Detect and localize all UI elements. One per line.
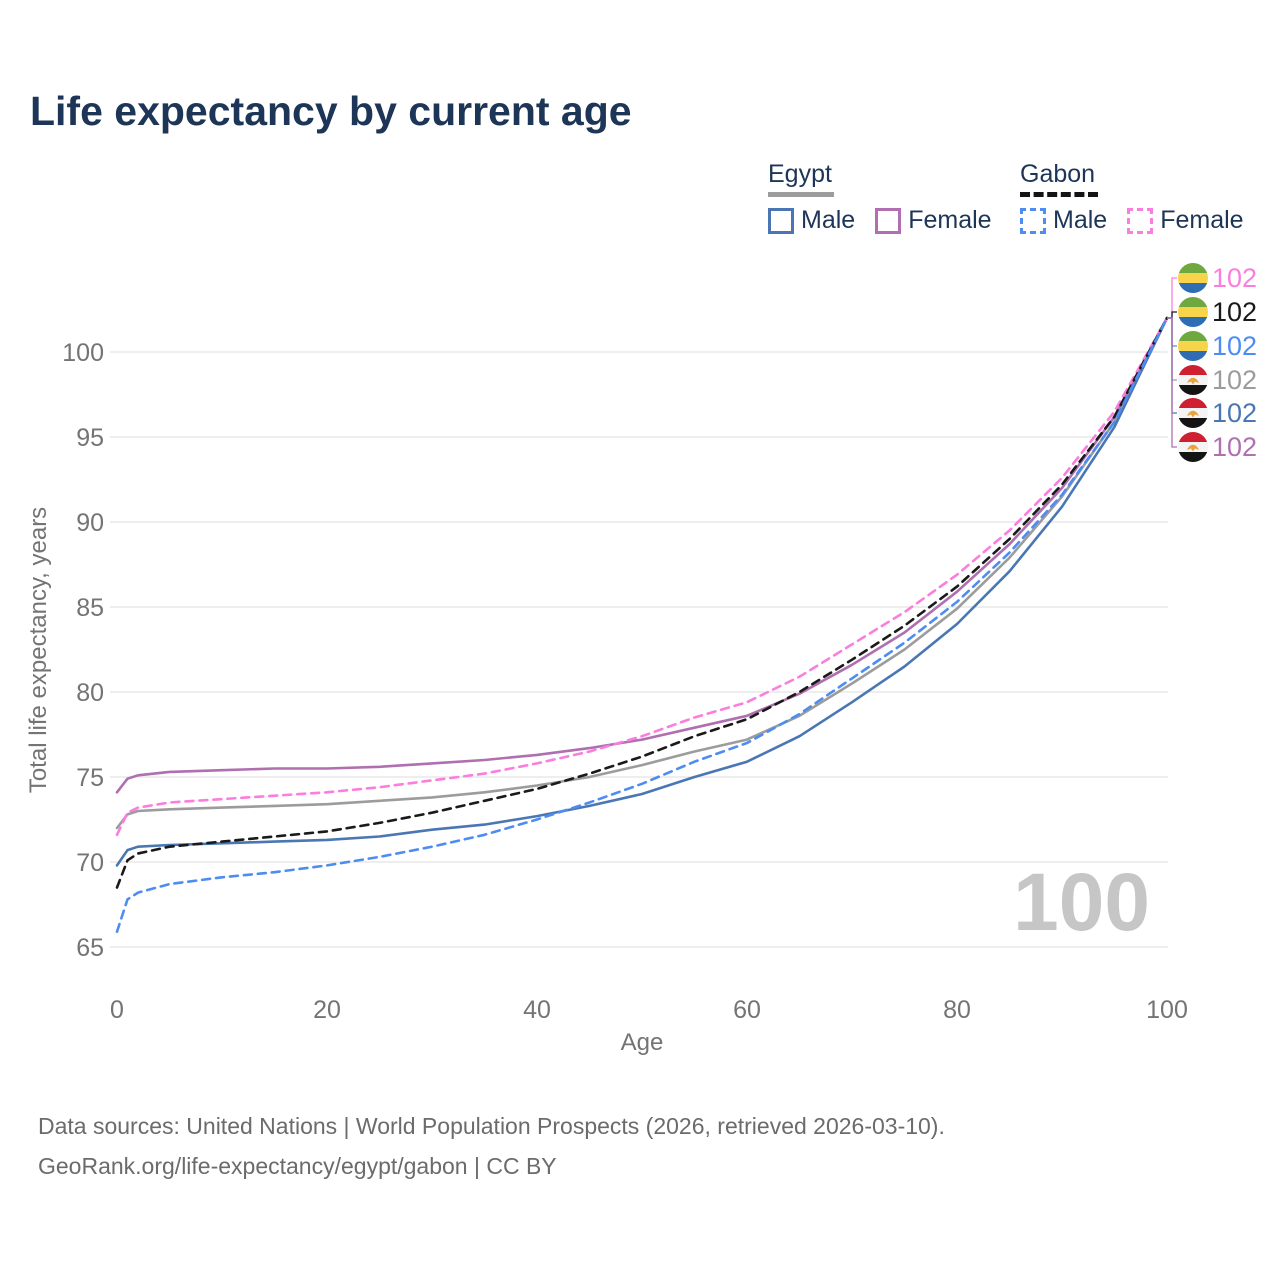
legend-item-egypt-male[interactable]: Male	[768, 206, 855, 235]
x-tick-label: 40	[523, 996, 551, 1024]
x-axis-title: Age	[621, 1029, 664, 1056]
y-tick-label: 95	[76, 424, 104, 452]
series-line-gabon-female[interactable]	[115, 316, 1169, 837]
end-value-label-egypt-female: 102	[1212, 432, 1257, 462]
legend-group-gabon: Gabon Male Female	[1020, 160, 1244, 235]
license-line: GeoRank.org/life-expectancy/egypt/gabon …	[38, 1153, 557, 1179]
end-value-label-gabon-total: 102	[1212, 297, 1257, 327]
y-tick-label: 80	[76, 679, 104, 707]
series-line-egypt-female[interactable]	[115, 316, 1169, 794]
legend-item-label: Male	[1053, 206, 1108, 234]
series-line-gabon-total[interactable]	[115, 316, 1169, 889]
x-tick-label: 100	[1146, 996, 1188, 1024]
y-tick-label: 100	[62, 339, 104, 367]
x-tick-label: 0	[110, 996, 124, 1024]
series-line-egypt-total[interactable]	[115, 316, 1169, 830]
egypt-line-style-icon	[768, 192, 834, 197]
leader-line-egypt-female	[1167, 317, 1177, 448]
y-tick-label: 70	[76, 849, 104, 877]
egypt-flag-icon	[1178, 365, 1208, 395]
gabon-flag-icon	[1178, 331, 1208, 361]
legend-item-gabon-female[interactable]: Female	[1127, 206, 1244, 235]
page-title: Life expectancy by current age	[30, 88, 632, 134]
gabon-female-swatch-icon	[1127, 207, 1154, 234]
egypt-flag-icon	[1178, 398, 1208, 428]
x-tick-label: 60	[733, 996, 761, 1024]
end-value-label-egypt-total: 102	[1212, 365, 1257, 395]
legend-item-gabon-male[interactable]: Male	[1020, 206, 1107, 235]
egypt-female-swatch-icon	[875, 207, 902, 234]
legend-item-label: Male	[801, 206, 856, 234]
data-sources-line: Data sources: United Nations | World Pop…	[38, 1113, 945, 1139]
y-tick-label: 65	[76, 934, 104, 962]
y-tick-label: 85	[76, 594, 104, 622]
end-value-label-gabon-male: 102	[1212, 331, 1257, 361]
legend-country-egypt[interactable]: Egypt	[768, 160, 832, 188]
legend-country-gabon[interactable]: Gabon	[1020, 160, 1096, 188]
source-attribution: Data sources: United Nations | World Pop…	[38, 1106, 945, 1186]
end-value-label-egypt-male: 102	[1212, 398, 1257, 428]
gabon-flag-icon	[1178, 297, 1208, 327]
y-axis-title: Total life expectancy, years	[25, 507, 52, 793]
x-tick-label: 80	[943, 996, 971, 1024]
gabon-flag-icon	[1178, 263, 1208, 293]
x-tick-label: 20	[313, 996, 341, 1024]
series-line-egypt-male[interactable]	[115, 316, 1169, 867]
egypt-male-swatch-icon	[768, 207, 794, 234]
end-value-label-gabon-female: 102	[1212, 263, 1257, 293]
legend-item-label: Female	[908, 206, 992, 234]
legend-group-egypt: Egypt Male Female	[768, 160, 992, 235]
egypt-flag-icon	[1178, 432, 1208, 462]
gabon-male-swatch-icon	[1020, 207, 1046, 234]
y-tick-label: 75	[76, 764, 104, 792]
legend-item-egypt-female[interactable]: Female	[875, 206, 992, 235]
series-line-gabon-male[interactable]	[115, 316, 1169, 933]
y-tick-label: 90	[76, 509, 104, 537]
leader-line-gabon-total	[1167, 311, 1177, 319]
legend-item-label: Female	[1160, 206, 1244, 234]
gabon-line-style-icon	[1020, 192, 1098, 197]
age-counter-watermark: 100	[1013, 857, 1150, 948]
